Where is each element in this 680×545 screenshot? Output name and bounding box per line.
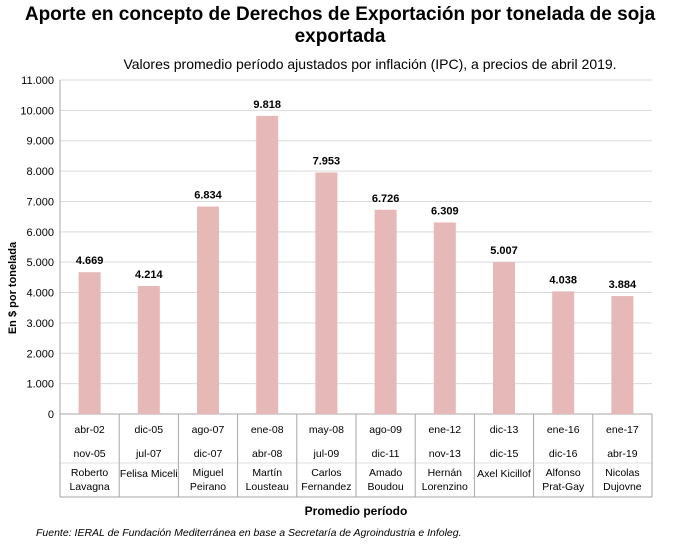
bar-value-label: 4.038: [549, 274, 577, 286]
category-name-label: Roberto: [71, 467, 109, 479]
category-name-label: Boudou: [367, 481, 403, 493]
category-start-label: ene-12: [428, 424, 461, 436]
y-tick-label: 2.000: [26, 348, 54, 360]
category-name-label: Miguel: [193, 467, 224, 479]
bar-value-label: 7.953: [313, 156, 341, 168]
y-tick-label: 9.000: [26, 136, 54, 148]
bar-value-label: 6.726: [372, 193, 400, 205]
category-name-label: Fernandez: [301, 481, 351, 493]
y-tick-label: 8.000: [26, 166, 54, 178]
y-tick-label: 5.000: [26, 257, 54, 269]
category-start-label: dic-05: [134, 424, 163, 436]
category-start-label: abr-02: [74, 424, 105, 436]
bar-value-label: 6.309: [431, 205, 459, 217]
bar-value-label: 4.669: [76, 255, 104, 267]
bar: [433, 222, 456, 414]
bar: [552, 291, 575, 414]
bar: [78, 272, 101, 414]
category-start-label: ene-16: [547, 424, 580, 436]
y-tick-label: 7.000: [26, 196, 54, 208]
y-tick-label: 3.000: [26, 318, 54, 330]
category-name-label: Lavagna: [69, 481, 109, 493]
category-name-label: Martín: [252, 467, 282, 479]
bar: [137, 286, 160, 414]
category-end-label: dic-11: [372, 448, 400, 460]
y-tick-label: 6.000: [26, 227, 54, 239]
bar-value-label: 5.007: [490, 245, 518, 257]
category-end-label: nov-13: [429, 448, 461, 460]
category-name-label: Felisa Miceli: [120, 468, 178, 480]
bar: [493, 261, 515, 414]
category-end-label: abr-19: [607, 448, 638, 460]
category-end-label: dic-16: [549, 448, 578, 460]
category-name-label: Nicolas: [605, 467, 639, 479]
category-name-label: Axel Kicillof: [477, 468, 531, 480]
category-start-label: ago-07: [192, 424, 225, 436]
chart-title: Aporte en concepto de Derechos de Export…: [24, 4, 656, 47]
category-name-label: Carlos: [311, 467, 341, 479]
category-name-label: Prat-Gay: [542, 481, 585, 493]
category-name-label: Dujovne: [603, 481, 642, 493]
bar-value-label: 4.214: [135, 269, 163, 281]
category-start-label: dic-13: [490, 424, 519, 436]
bar-value-label: 9.818: [253, 99, 281, 111]
category-name-label: Lorenzino: [422, 481, 468, 493]
bar: [256, 115, 279, 414]
y-tick-label: 1.000: [26, 379, 54, 391]
bar: [374, 209, 397, 414]
category-name-label: Hernán: [428, 467, 463, 479]
category-start-label: ene-17: [606, 424, 639, 436]
y-tick-label: 11.000: [21, 75, 54, 87]
category-start-label: ene-08: [251, 424, 284, 436]
category-end-label: dic-15: [490, 448, 519, 460]
category-end-label: abr-08: [252, 448, 283, 460]
bar: [611, 296, 634, 414]
category-name-label: Amado: [369, 467, 402, 479]
chart-subtitle: Valores promedio período ajustados por i…: [123, 56, 617, 72]
category-end-label: jul-07: [135, 448, 162, 460]
category-end-label: jul-09: [313, 448, 340, 460]
category-name-label: Alfonso: [546, 467, 581, 479]
category-name-label: Peirano: [190, 481, 226, 493]
category-end-label: dic-07: [194, 448, 223, 460]
bar: [315, 172, 338, 414]
category-start-label: may-08: [309, 424, 344, 436]
category-name-label: Lousteau: [246, 481, 289, 493]
bar-value-label: 6.834: [194, 189, 222, 201]
bar: [197, 206, 219, 414]
source-note: Fuente: IERAL de Fundación Mediterránea …: [36, 527, 462, 539]
bar-value-label: 3.884: [609, 279, 637, 291]
y-tick-label: 4.000: [26, 288, 54, 300]
y-tick-label: 10.000: [20, 105, 54, 117]
x-axis-label: Promedio período: [304, 504, 408, 518]
category-end-label: nov-05: [74, 448, 106, 460]
category-start-label: ago-09: [369, 424, 402, 436]
y-tick-label: 0: [48, 409, 54, 421]
